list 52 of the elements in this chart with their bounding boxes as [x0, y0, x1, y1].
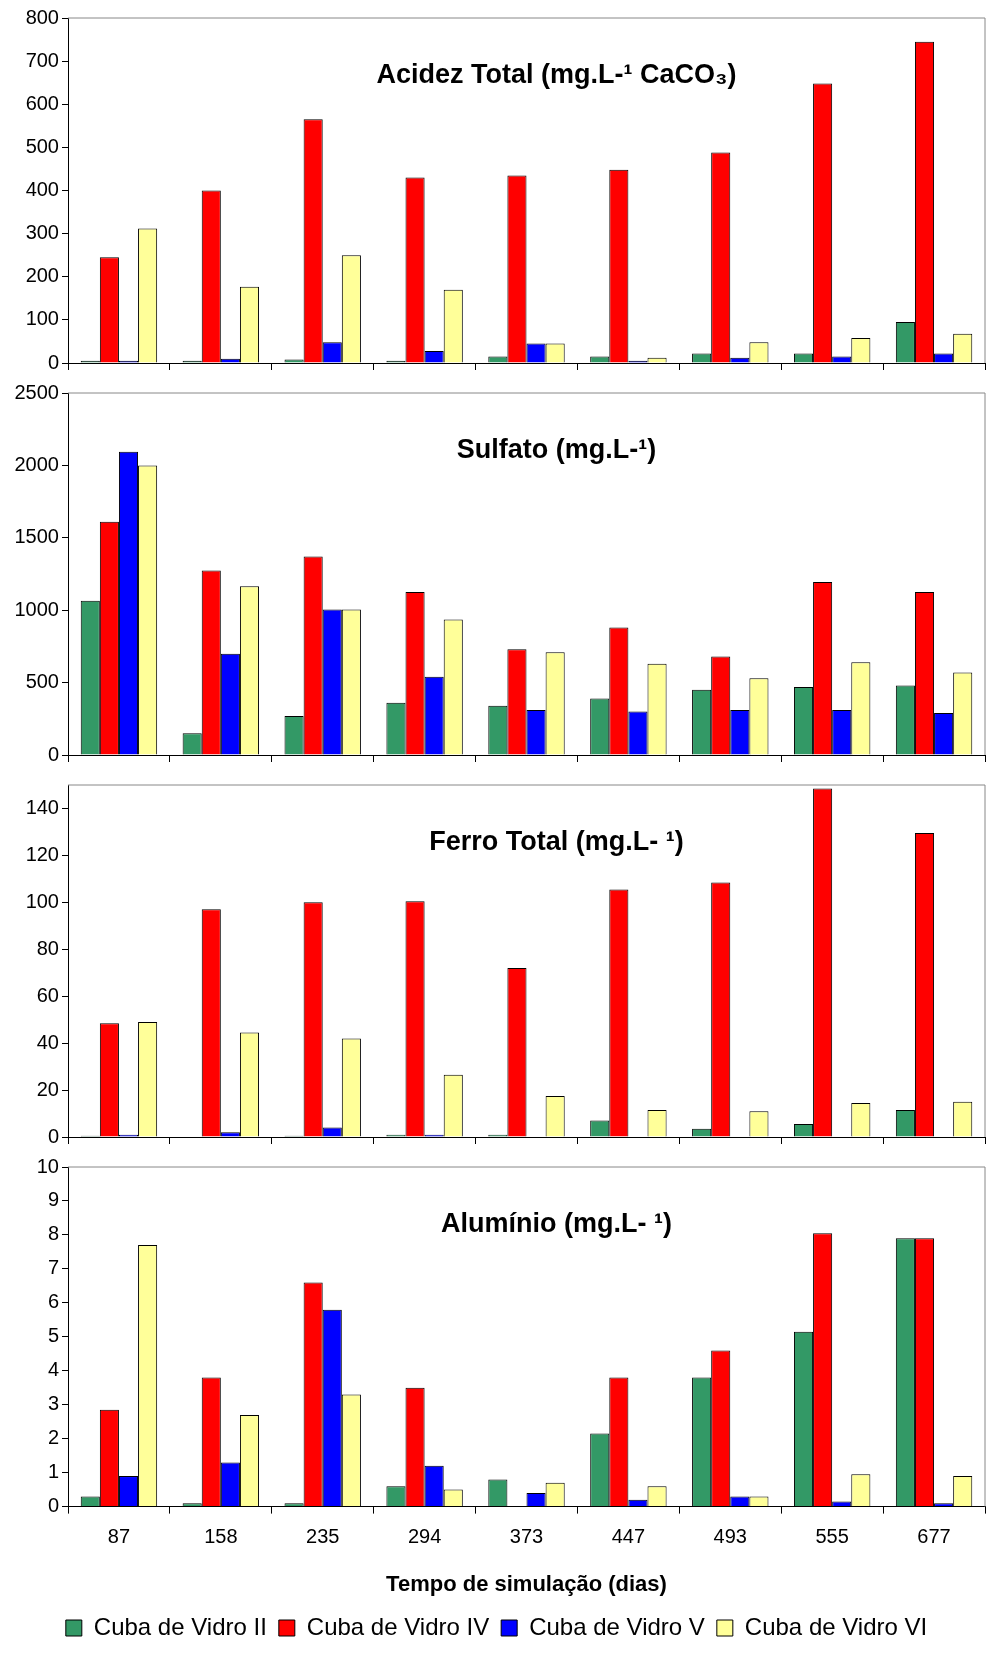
x-tick-label: 447 [611, 1525, 646, 1548]
y-tick-label: 1500 [14, 525, 59, 548]
y-tick-label: 7 [47, 1256, 59, 1279]
x-tick-label: 677 [917, 1525, 951, 1548]
y-tick-label: 800 [25, 5, 59, 28]
y-tick-label: 0 [47, 1124, 59, 1147]
text: Ferro Total (mg.L- ¹) [429, 826, 684, 857]
text: Acidez Total (mg.L-¹ CaCO₃) [376, 59, 737, 90]
y-tick-label: 0 [47, 350, 59, 373]
x-tick-label: 87 [107, 1525, 131, 1548]
x-axis-title: Tempo de simulação (dias) [386, 1570, 667, 1596]
y-tick-label: 0 [47, 742, 59, 765]
y-tick-label: 1000 [14, 597, 59, 620]
y-tick-label: 60 [36, 983, 59, 1006]
legend-label: Cuba de Vidro II [93, 1612, 267, 1640]
y-tick-label: 140 [25, 795, 59, 818]
legend-label: Cuba de Vidro V [529, 1612, 705, 1640]
y-tick-label: 80 [36, 936, 59, 959]
y-tick-label: 2500 [14, 380, 59, 403]
y-tick-label: 6 [47, 1290, 59, 1313]
y-tick-label: 1 [47, 1460, 59, 1483]
legend-label: Cuba de Vidro IV [306, 1612, 490, 1640]
y-tick-label: 20 [36, 1077, 59, 1100]
y-tick-label: 4 [47, 1358, 59, 1381]
y-tick-label: 500 [25, 670, 59, 693]
y-tick-label: 500 [25, 134, 59, 157]
x-tick-label: 373 [509, 1525, 544, 1548]
x-tick-label: 235 [306, 1525, 340, 1548]
x-tick-label: 555 [815, 1525, 849, 1548]
x-tick-label: 158 [204, 1525, 238, 1548]
y-tick-label: 40 [36, 1030, 59, 1053]
x-tick-label: 493 [713, 1525, 747, 1548]
y-tick-label: 600 [25, 91, 59, 114]
y-tick-label: 9 [47, 1188, 59, 1211]
y-tick-label: 700 [25, 48, 59, 71]
y-tick-label: 400 [25, 178, 59, 201]
y-tick-label: 10 [36, 1154, 59, 1177]
y-tick-label: 200 [25, 264, 59, 287]
y-tick-label: 3 [47, 1392, 59, 1415]
y-tick-label: 2000 [14, 452, 59, 475]
y-tick-label: 100 [25, 307, 59, 330]
legend-label: Cuba de Vidro VI [744, 1612, 928, 1640]
y-tick-label: 5 [47, 1324, 59, 1347]
y-tick-label: 100 [25, 889, 59, 912]
x-tick-label: 294 [407, 1525, 442, 1548]
y-tick-label: 120 [25, 842, 59, 865]
y-tick-label: 8 [47, 1222, 59, 1245]
y-tick-label: 2 [47, 1426, 59, 1449]
y-tick-label: 0 [47, 1494, 59, 1517]
y-tick-label: 300 [25, 221, 59, 244]
text: Alumínio (mg.L- ¹) [441, 1208, 672, 1239]
text: Sulfato (mg.L-¹) [456, 434, 657, 465]
